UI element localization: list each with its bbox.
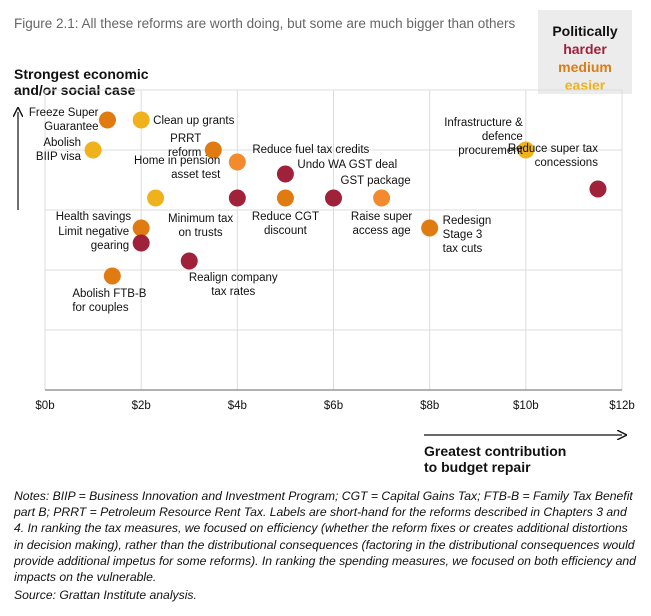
- point-label-14: Limit negative gearing: [58, 226, 129, 252]
- scatter-point-3: [204, 141, 222, 159]
- legend-item-easier: easier: [564, 77, 606, 93]
- x-axis-label-line-1: Greatest contribution: [424, 443, 567, 459]
- x-axis-label: Greatest contribution to budget repair: [424, 443, 566, 475]
- figure-title: Figure 2.1: All these reforms are worth …: [14, 16, 516, 31]
- x-tick-label: $8b: [420, 400, 439, 412]
- scatter-point-1: [132, 111, 150, 129]
- point-label-15: Redesign Stage 3 tax cuts: [443, 215, 492, 255]
- point-label-4: Reduce fuel tax credits: [252, 144, 369, 156]
- point-label-16: Realign company tax rates: [189, 272, 278, 298]
- point-label-13: Health savings: [56, 211, 132, 223]
- x-axis-label-line-2: to budget repair: [424, 459, 531, 475]
- point-label-6: Infrastructure & defence procurement: [444, 117, 523, 157]
- grid: [44, 89, 623, 390]
- scatter-point-6: [517, 141, 535, 159]
- y-axis-label-line-1: Strongest economic: [14, 66, 149, 82]
- scatter-point-16: [180, 252, 198, 270]
- legend-item-harder: harder: [563, 41, 607, 57]
- point-label-0: Freeze Super Guarantee: [29, 107, 99, 133]
- scatter-point-17: [103, 267, 121, 285]
- point-label-12: Minimum tax on trusts: [168, 213, 233, 239]
- point-label-7: Reduce super tax concessions: [508, 143, 598, 169]
- legend-item-medium: medium: [558, 59, 612, 75]
- scatter-point-11: [373, 189, 391, 207]
- x-tick-label: $10b: [513, 400, 539, 412]
- scatter-point-2: [84, 141, 102, 159]
- point-label-5: Undo WA GST deal: [297, 159, 397, 171]
- data-labels: Freeze Super Guarantee Clean up grants Abol…: [29, 107, 598, 314]
- scatter-point-14: [132, 234, 150, 252]
- data-points: [84, 111, 607, 285]
- source: Source: Grattan Institute analysis.: [14, 588, 197, 602]
- scatter-point-4: [228, 153, 246, 171]
- x-tick-label: $2b: [132, 400, 151, 412]
- point-label-1: Clean up grants: [153, 115, 234, 127]
- scatter-point-12: [147, 189, 165, 207]
- point-label-8: Home in pension asset test: [134, 155, 221, 181]
- x-tick-label: $0b: [35, 400, 54, 412]
- scatter-point-0: [99, 111, 117, 129]
- point-label-17: Abolish FTB-B for couples: [72, 288, 146, 314]
- point-label-3: PRRT reform: [168, 133, 201, 159]
- scatter-point-13: [132, 219, 150, 237]
- point-label-11: Raise super access age: [351, 211, 413, 237]
- scatter-point-5: [276, 165, 294, 183]
- scatter-point-7: [589, 180, 607, 198]
- legend-heading: Politically: [552, 23, 618, 39]
- point-label-2: Abolish BIIP visa: [36, 137, 82, 163]
- point-label-9: GST package: [341, 175, 411, 187]
- legend: Politically harder medium easier: [538, 10, 632, 94]
- scatter-point-15: [421, 219, 439, 237]
- scatter-point-8: [228, 189, 246, 207]
- scatter-point-10: [276, 189, 294, 207]
- x-tick-label: $4b: [228, 400, 247, 412]
- scatter-point-9: [325, 189, 342, 207]
- point-label-10: Reduce CGT discount: [252, 211, 319, 237]
- x-tick-label: $12b: [609, 400, 635, 412]
- notes: Notes: BIIP = Business Innovation and In…: [14, 489, 636, 585]
- x-tick-label: $6b: [324, 400, 343, 412]
- axes: $0b $2b $4b $6b $8b $10b $12b: [35, 389, 635, 412]
